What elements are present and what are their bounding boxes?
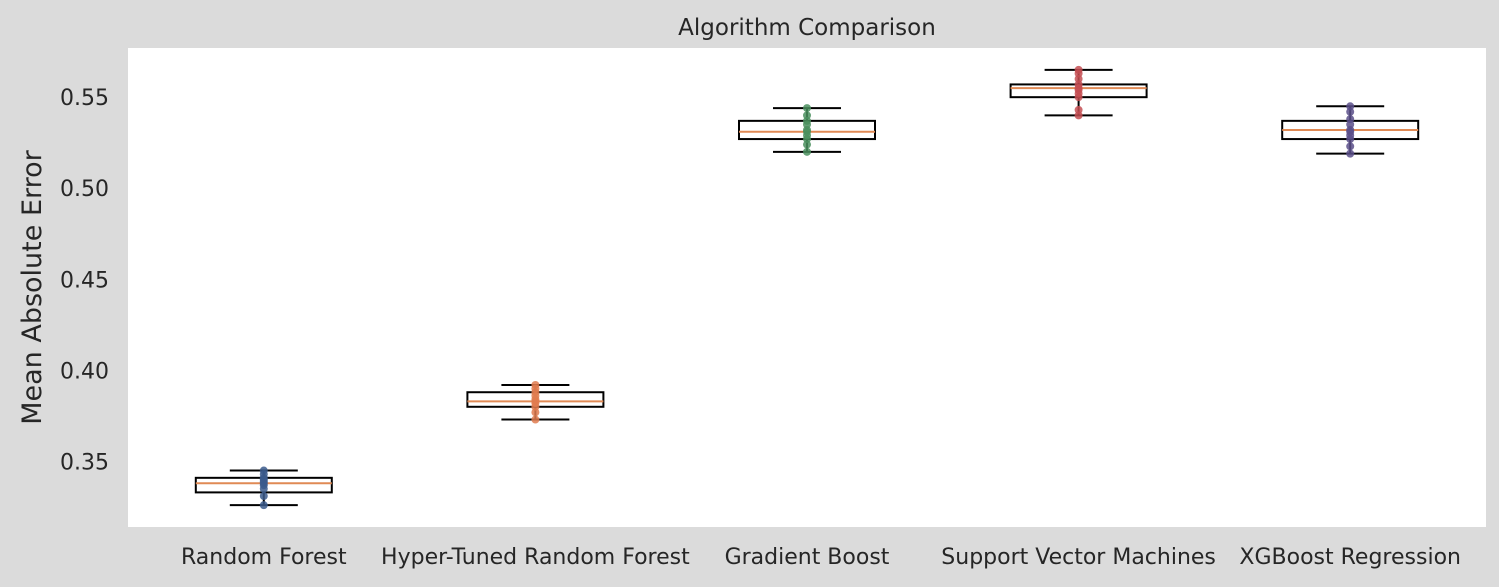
box-plot-group: [738, 104, 876, 156]
x-tick-label: Random Forest: [181, 545, 347, 570]
x-axis-ticks: Random Forest Hyper-Tuned Random Forest Gr…: [181, 545, 1461, 570]
data-point: [531, 415, 540, 424]
x-tick-label: Hyper-Tuned Random Forest: [381, 545, 690, 570]
box-plot-group: [466, 380, 605, 424]
x-tick-label: XGBoost Regression: [1239, 545, 1461, 570]
y-tick-label: 0.55: [60, 86, 109, 111]
box-plots: [194, 65, 1420, 510]
data-point: [1346, 149, 1355, 158]
y-axis-label: Mean Absolute Error: [17, 149, 48, 424]
box-plot-group: [1009, 65, 1148, 120]
box-plot-group: [194, 466, 333, 510]
y-axis-ticks: 0.35 0.40 0.45 0.50 0.55: [60, 86, 109, 475]
y-tick-label: 0.35: [60, 450, 109, 475]
box-plot-group: [1281, 102, 1420, 158]
y-tick-label: 0.45: [60, 268, 109, 293]
data-point: [1346, 115, 1355, 124]
data-point: [259, 501, 268, 510]
data-point: [259, 466, 268, 475]
data-point: [1074, 65, 1083, 74]
data-point: [1074, 105, 1083, 114]
data-point: [1346, 102, 1355, 111]
x-tick-label: Support Vector Machines: [941, 545, 1216, 570]
data-point: [803, 147, 811, 156]
y-tick-label: 0.40: [60, 359, 109, 384]
data-point: [1346, 142, 1355, 151]
data-point: [531, 380, 540, 389]
y-tick-label: 0.50: [60, 177, 109, 202]
chart-title: Algorithm Comparison: [678, 15, 936, 41]
x-tick-label: Gradient Boost: [725, 545, 890, 570]
data-point: [803, 104, 811, 113]
data-point: [259, 492, 268, 501]
data-point: [803, 111, 811, 120]
